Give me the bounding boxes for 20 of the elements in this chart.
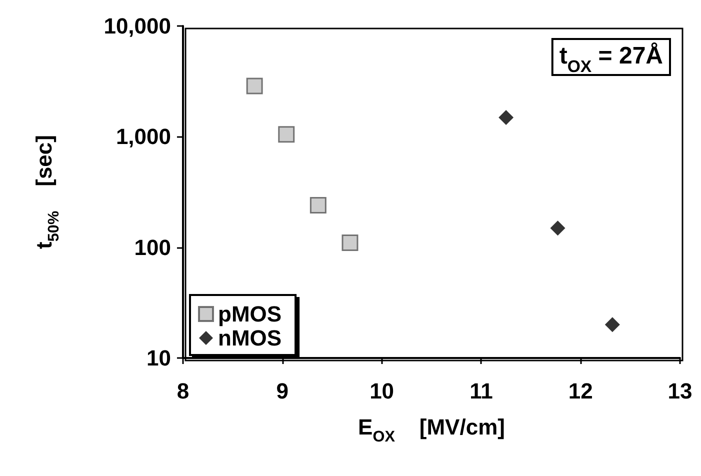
text: t50% [sec] <box>32 135 63 249</box>
point <box>342 234 358 252</box>
x-tick-label: 13 <box>668 378 692 404</box>
legend-label: nMOS <box>218 326 282 350</box>
x-tick-label: 10 <box>370 378 394 404</box>
y-tick-label: 10,000 <box>104 14 171 38</box>
x-tick-label: 9 <box>276 378 289 404</box>
legend-label: pMOS <box>218 302 282 326</box>
x-tick-label: 12 <box>568 378 593 404</box>
point <box>278 126 295 143</box>
y-tick-label: 10 <box>146 346 171 370</box>
point <box>550 220 566 236</box>
point <box>498 110 514 125</box>
point <box>604 317 620 332</box>
x-tick-label: 11 <box>470 378 493 404</box>
point <box>246 78 263 94</box>
point <box>310 197 326 214</box>
x-tick-label: 8 <box>176 378 190 404</box>
y-tick-label: 1,000 <box>116 124 171 150</box>
y-tick-label: 100 <box>134 234 171 260</box>
